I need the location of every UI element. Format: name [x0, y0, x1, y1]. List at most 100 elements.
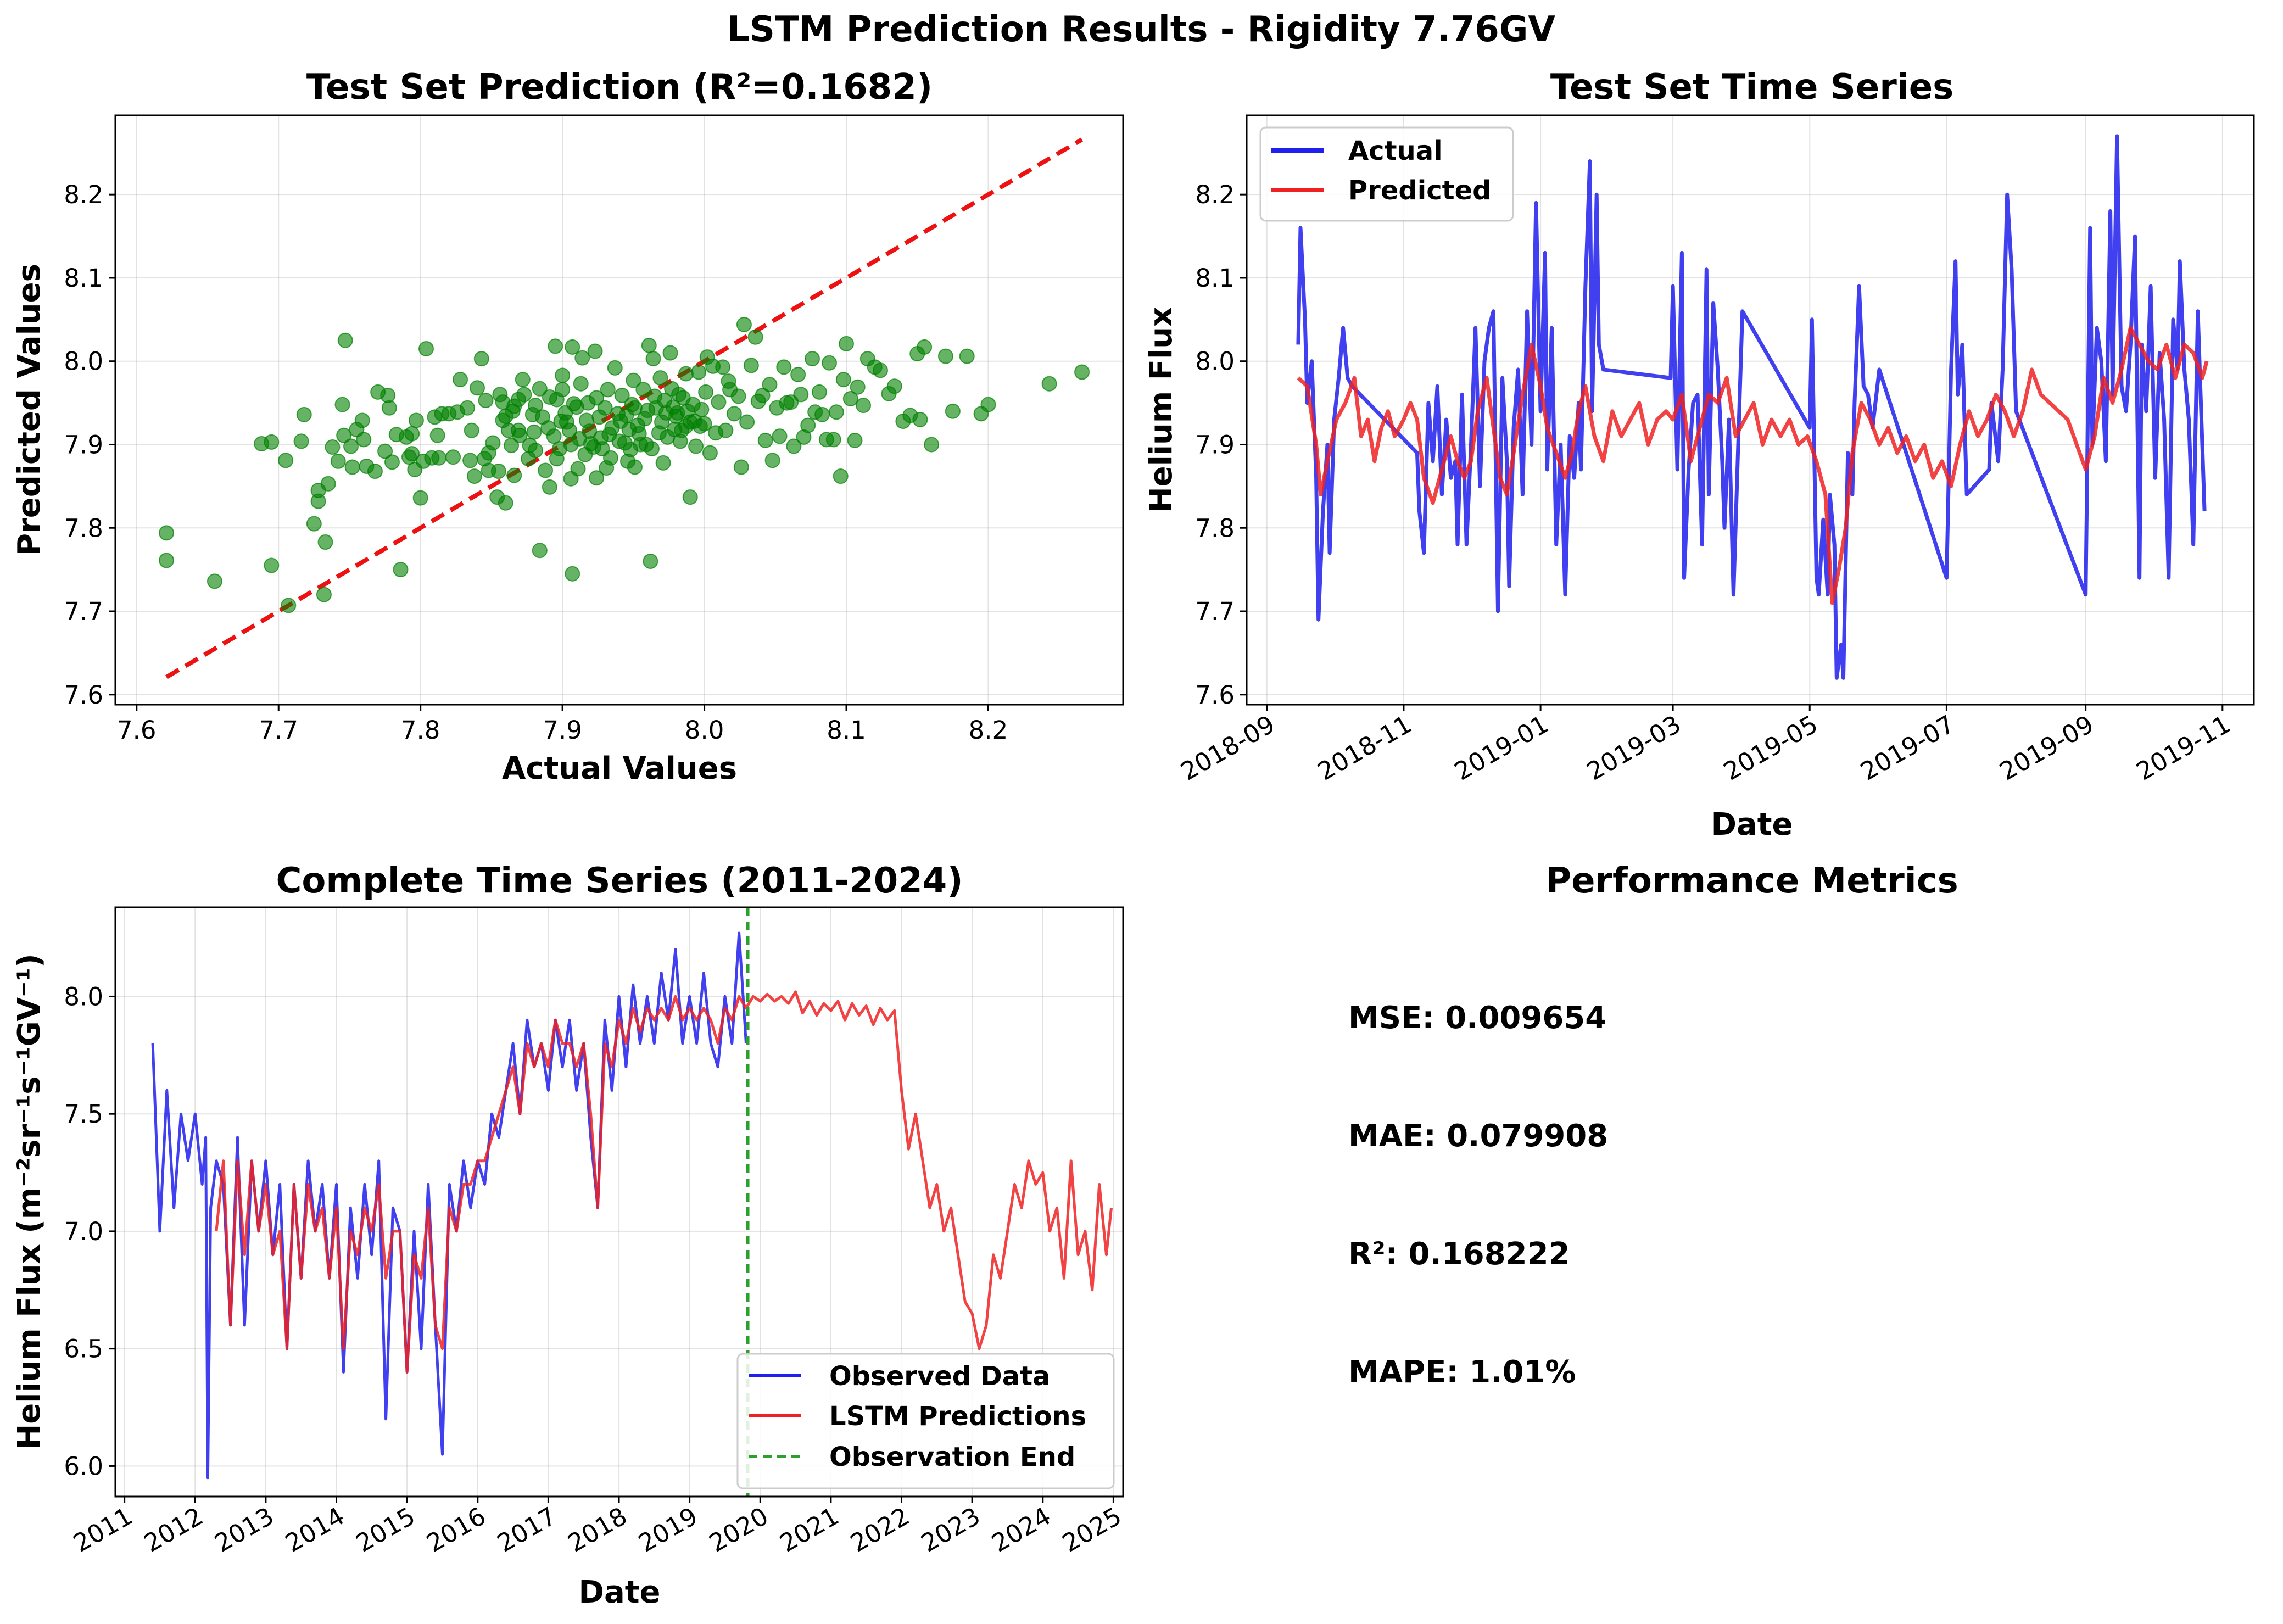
metrics-title: Performance Metrics: [1545, 861, 1958, 901]
scatter-point: [466, 468, 482, 484]
metric-mse: MSE: 0.009654: [1348, 1000, 1606, 1036]
scatter-point: [804, 351, 820, 367]
legend-box: [736, 1353, 1115, 1489]
complete-series-xtick-label: 2021: [775, 1502, 844, 1558]
complete-series-ytick-label: 6.5: [64, 1335, 103, 1364]
scatter-point: [589, 390, 605, 406]
scatter-point: [743, 358, 759, 373]
scatter-point: [917, 339, 933, 355]
legend-predicted-label: Predicted: [1348, 175, 1492, 206]
scatter-xtick-label: 7.8: [401, 716, 440, 745]
scatter-point: [682, 489, 698, 505]
scatter-point: [281, 598, 297, 613]
scatter-point: [412, 490, 428, 506]
test-series-xtick-label: 2019-09: [1995, 710, 2098, 786]
scatter-point: [306, 516, 322, 532]
test-series-xtick-label: 2019-03: [1582, 710, 1685, 786]
scatter-point: [600, 382, 616, 398]
scatter-xtick-label: 8.0: [685, 716, 724, 745]
scatter-point: [847, 432, 863, 448]
scatter-point: [800, 417, 816, 433]
scatter-point: [159, 525, 175, 541]
scatter-ytick-label: 7.6: [64, 680, 103, 710]
scatter-point: [924, 437, 940, 453]
scatter-point: [635, 382, 651, 398]
scatter-point: [702, 445, 718, 461]
scatter-point: [786, 438, 802, 454]
scatter-point: [1041, 376, 1057, 392]
complete-series-xtick-label: 2019: [633, 1502, 702, 1558]
panel-complete-series: Complete Time Series (2011-2024) 2011 201…: [12, 861, 1126, 1610]
scatter-point: [762, 377, 778, 393]
test-series-xtick-label: 2019-07: [1856, 710, 1960, 786]
scatter-xtick-label: 7.9: [543, 716, 582, 745]
scatter-point: [627, 459, 643, 475]
scatter-point: [691, 364, 707, 380]
scatter-point: [850, 379, 866, 395]
scatter-point: [764, 453, 780, 468]
scatter-point: [811, 384, 827, 400]
scatter-point: [431, 450, 447, 466]
scatter-point: [459, 400, 475, 416]
scatter-point: [453, 372, 468, 388]
scatter-point: [526, 424, 542, 440]
scatter-point: [278, 453, 294, 468]
complete-series-xtick-label: 2013: [210, 1502, 279, 1558]
complete-series-legend: Observed Data LSTM Predictions Observati…: [736, 1353, 1115, 1489]
scatter-point: [959, 348, 975, 364]
test-series-frame: [1246, 114, 2255, 706]
scatter-ylabel: Predicted Values: [12, 264, 47, 556]
scatter-point: [574, 350, 590, 366]
scatter-point: [393, 562, 409, 578]
scatter-point: [886, 378, 902, 394]
panel-metrics: Performance Metrics MSE: 0.009654 MAE: 0…: [1348, 861, 1958, 1390]
scatter-point: [589, 470, 605, 486]
test-series-ytick-label: 7.6: [1195, 680, 1235, 710]
scatter-point: [726, 406, 742, 422]
complete-series-xtick-label: 2011: [68, 1502, 137, 1558]
scatter-point: [354, 412, 370, 428]
complete-series-xtick-label: 2017: [492, 1502, 561, 1558]
scatter-point: [652, 370, 668, 386]
scatter-point: [842, 391, 858, 407]
scatter-point: [542, 479, 557, 495]
scatter-plot-frame: [114, 114, 1124, 706]
scatter-point: [504, 438, 520, 454]
scatter-point: [206, 573, 222, 589]
scatter-point: [776, 359, 792, 375]
scatter-point: [515, 372, 531, 388]
scatter-title: Test Set Prediction (R²=0.1682): [306, 67, 933, 108]
scatter-point: [317, 534, 333, 550]
complete-series-title: Complete Time Series (2011-2024): [276, 861, 963, 901]
complete-series-ytick-label: 7.5: [64, 1100, 103, 1129]
scatter-point: [264, 557, 280, 573]
scatter-point: [945, 403, 961, 419]
scatter-point: [555, 367, 571, 383]
scatter-point: [597, 400, 613, 416]
scatter-point: [548, 338, 563, 354]
complete-series-ylabel: Helium Flux (m⁻²sr⁻¹s⁻¹GV⁻¹): [12, 953, 47, 1449]
scatter-ytick-label: 8.2: [64, 180, 103, 209]
scatter-point: [310, 493, 326, 509]
scatter-point: [532, 381, 548, 397]
scatter-point: [506, 467, 522, 483]
scatter-xtick-label: 7.7: [259, 716, 298, 745]
scatter-point: [404, 426, 420, 442]
figure-title: LSTM Prediction Results - Rigidity 7.76G…: [727, 9, 1555, 50]
scatter-point: [538, 462, 554, 478]
test-series-ytick-label: 7.7: [1195, 597, 1235, 626]
scatter-point: [159, 553, 175, 568]
scatter-point: [334, 397, 350, 412]
test-series-ytick-label: 8.0: [1195, 347, 1235, 376]
scatter-point: [264, 434, 280, 450]
test-series-legend: Actual Predicted: [1259, 126, 1514, 222]
scatter-point: [330, 453, 346, 469]
scatter-point: [462, 453, 478, 468]
scatter-point: [833, 468, 849, 484]
legend-lstm-label: LSTM Predictions: [829, 1401, 1086, 1432]
scatter-point: [367, 464, 383, 479]
scatter-point: [408, 412, 424, 428]
scatter-point: [490, 464, 506, 479]
complete-series-xtick-label: 2020: [704, 1502, 773, 1558]
test-series-xtick-label: 2018-09: [1176, 710, 1280, 786]
